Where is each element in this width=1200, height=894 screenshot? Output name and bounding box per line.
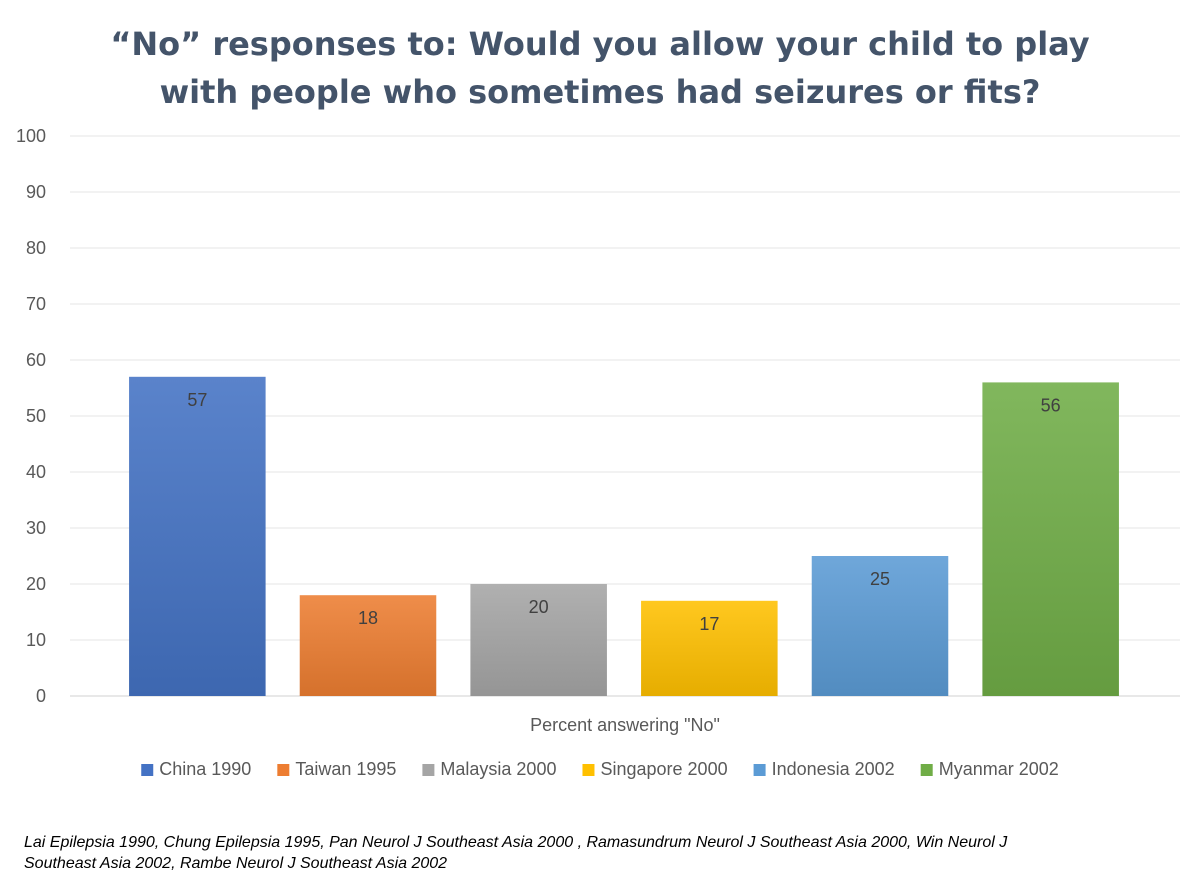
x-axis-label: Percent answering "No"	[530, 715, 720, 735]
citation-line-1: Lai Epilepsia 1990, Chung Epilepsia 1995…	[24, 834, 1008, 851]
legend-item: Malaysia 2000	[422, 759, 556, 779]
y-tick-label: 0	[36, 686, 46, 706]
legend-label: China 1990	[159, 759, 251, 779]
bar	[641, 600, 778, 696]
legend-item: Myanmar 2002	[920, 759, 1059, 779]
data-label: 25	[870, 569, 890, 589]
legend-item: Singapore 2000	[582, 759, 728, 779]
bar	[470, 584, 607, 696]
chart-title-line-1: “No” responses to: Would you allow your …	[110, 25, 1090, 63]
data-label: 57	[187, 390, 207, 410]
bar	[129, 376, 266, 696]
citation-line-2: Southeast Asia 2002, Rambe Neurol J Sout…	[24, 855, 448, 872]
y-axis: 0 10 20 30 40 50 60 70 80 90 100	[16, 126, 46, 706]
data-label: 56	[1041, 395, 1061, 415]
y-tick-label: 30	[26, 518, 46, 538]
legend-label: Indonesia 2002	[772, 759, 895, 779]
legend-label: Malaysia 2000	[440, 759, 556, 779]
legend-swatch	[582, 764, 595, 776]
legend-label: Myanmar 2002	[939, 759, 1059, 779]
y-tick-label: 20	[26, 574, 46, 594]
legend: China 1990 Taiwan 1995 Malaysia 2000 Singap…	[141, 759, 1059, 779]
legend-swatch	[422, 764, 435, 776]
legend-label: Taiwan 1995	[295, 759, 396, 779]
legend-item: Indonesia 2002	[753, 759, 895, 779]
bar	[299, 595, 437, 696]
y-tick-label: 70	[26, 294, 46, 314]
data-label: 17	[699, 614, 719, 634]
data-labels: 57 18 20 17 25 56	[187, 390, 1060, 634]
y-tick-label: 60	[26, 350, 46, 370]
legend-swatch	[141, 764, 154, 776]
legend-swatch	[753, 764, 766, 776]
y-tick-label: 10	[26, 630, 46, 650]
bar	[982, 382, 1119, 696]
legend-label: Singapore 2000	[600, 759, 727, 779]
legend-item: Taiwan 1995	[277, 759, 396, 779]
legend-item: China 1990	[141, 759, 251, 779]
y-tick-label: 90	[26, 182, 46, 202]
bars	[129, 376, 1119, 696]
y-tick-label: 50	[26, 406, 46, 426]
chart-title-line-2: with people who sometimes had seizures o…	[159, 73, 1041, 111]
legend-swatch	[277, 764, 290, 776]
legend-swatch	[920, 764, 933, 776]
y-tick-label: 100	[16, 126, 46, 146]
data-label: 18	[358, 608, 378, 628]
y-tick-label: 80	[26, 238, 46, 258]
y-tick-label: 40	[26, 462, 46, 482]
bar	[811, 556, 949, 696]
data-label: 20	[529, 597, 549, 617]
citation: Lai Epilepsia 1990, Chung Epilepsia 1995…	[24, 832, 1184, 874]
chart-title: “No” responses to: Would you allow your …	[0, 20, 1200, 116]
bar-chart: 0 10 20 30 40 50 60 70 80 90 100 57 18 20 17 25 56 Perc…	[16, 126, 1180, 779]
